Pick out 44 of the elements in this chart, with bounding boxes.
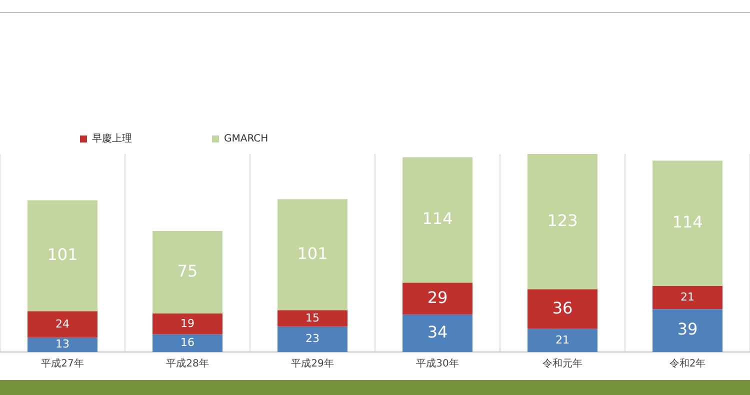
data-label: 114 bbox=[422, 209, 453, 228]
data-label: 29 bbox=[427, 288, 448, 307]
bar bbox=[652, 286, 722, 310]
bar bbox=[402, 314, 472, 352]
bar bbox=[652, 309, 722, 352]
data-label: 21 bbox=[680, 290, 694, 304]
bar bbox=[278, 326, 348, 352]
bar bbox=[152, 314, 222, 334]
data-label: 75 bbox=[177, 261, 198, 280]
data-label: 39 bbox=[677, 320, 698, 339]
bar bbox=[28, 311, 98, 338]
data-label: 15 bbox=[306, 311, 320, 324]
bar bbox=[402, 157, 472, 283]
data-label: 36 bbox=[552, 298, 573, 318]
data-label: 21 bbox=[556, 333, 570, 346]
bar bbox=[528, 328, 598, 352]
bar bbox=[28, 200, 98, 312]
data-label: 23 bbox=[306, 332, 320, 346]
bar bbox=[528, 154, 598, 290]
bar bbox=[652, 160, 722, 286]
data-label: 34 bbox=[427, 322, 448, 342]
x-tick-label: 令和2年 bbox=[669, 358, 706, 370]
x-tick-label: 平成29年 bbox=[291, 358, 334, 370]
legend-label: 早慶上理 bbox=[92, 132, 132, 145]
data-label: 114 bbox=[672, 212, 703, 232]
bar bbox=[278, 199, 348, 310]
bar bbox=[152, 231, 222, 314]
x-tick-label: 令和元年 bbox=[542, 358, 582, 370]
bar bbox=[152, 334, 222, 352]
data-label: 19 bbox=[180, 316, 194, 330]
data-label: 101 bbox=[47, 244, 78, 264]
bar bbox=[278, 310, 348, 327]
bar bbox=[402, 282, 472, 315]
x-tick-label: 平成30年 bbox=[416, 358, 459, 370]
data-label: 101 bbox=[297, 244, 328, 263]
x-tick-label: 平成28年 bbox=[166, 358, 209, 370]
bar bbox=[528, 289, 598, 329]
legend-label: GMARCH bbox=[224, 134, 268, 145]
data-label: 123 bbox=[547, 210, 578, 230]
bar bbox=[28, 338, 98, 352]
data-label: 24 bbox=[56, 317, 70, 330]
data-label: 16 bbox=[180, 336, 194, 350]
x-tick-label: 平成27年 bbox=[41, 358, 84, 370]
data-label: 13 bbox=[56, 338, 70, 351]
